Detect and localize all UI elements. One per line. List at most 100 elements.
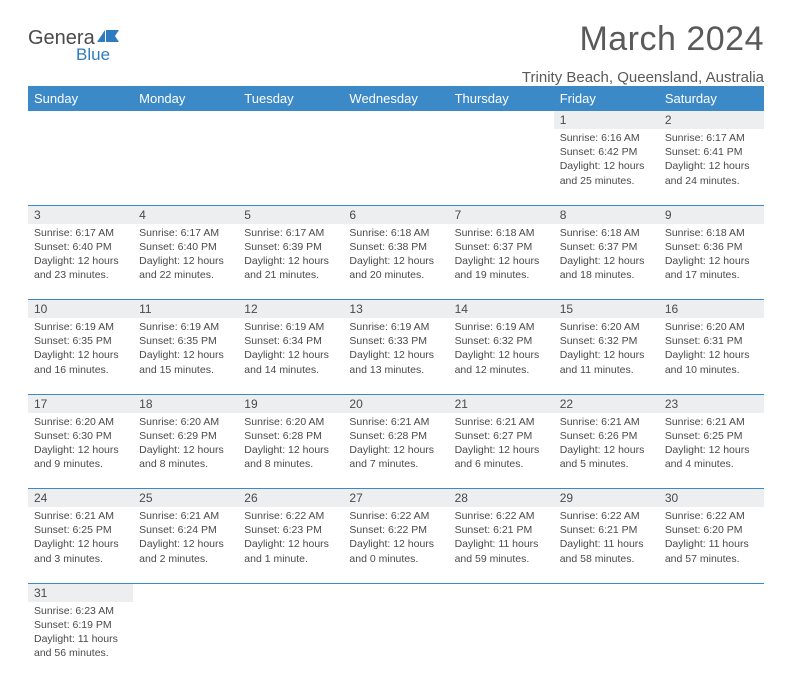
daylight-line: Daylight: 12 hours and 6 minutes.: [455, 443, 548, 471]
day-number-cell: 25: [133, 489, 238, 508]
day-content-cell: Sunrise: 6:17 AMSunset: 6:40 PMDaylight:…: [133, 224, 238, 300]
day-content-cell: [449, 602, 554, 678]
day-number-cell: 12: [238, 300, 343, 319]
day-number-cell: [133, 583, 238, 602]
location-text: Trinity Beach, Queensland, Australia: [28, 69, 764, 86]
sunrise-line: Sunrise: 6:17 AM: [139, 226, 232, 240]
day-content-cell: [343, 129, 448, 205]
day-content-cell: [343, 602, 448, 678]
sunrise-line: Sunrise: 6:22 AM: [665, 509, 758, 523]
day-number-cell: 20: [343, 394, 448, 413]
sunset-line: Sunset: 6:26 PM: [560, 429, 653, 443]
day-number-cell: 16: [659, 300, 764, 319]
day-number-cell: 9: [659, 205, 764, 224]
day-number-cell: 17: [28, 394, 133, 413]
day-number-cell: [133, 111, 238, 129]
sunrise-line: Sunrise: 6:19 AM: [244, 320, 337, 334]
daylight-line: Daylight: 12 hours and 1 minute.: [244, 537, 337, 565]
sunset-line: Sunset: 6:31 PM: [665, 334, 758, 348]
day-number-cell: 14: [449, 300, 554, 319]
day-content-cell: Sunrise: 6:19 AMSunset: 6:33 PMDaylight:…: [343, 318, 448, 394]
day-number-cell: 23: [659, 394, 764, 413]
day-content-cell: [659, 602, 764, 678]
day-content-cell: Sunrise: 6:20 AMSunset: 6:30 PMDaylight:…: [28, 413, 133, 489]
sunrise-line: Sunrise: 6:17 AM: [244, 226, 337, 240]
sunrise-line: Sunrise: 6:20 AM: [665, 320, 758, 334]
sunrise-line: Sunrise: 6:20 AM: [34, 415, 127, 429]
sunset-line: Sunset: 6:32 PM: [455, 334, 548, 348]
day-content-cell: Sunrise: 6:17 AMSunset: 6:39 PMDaylight:…: [238, 224, 343, 300]
sunrise-line: Sunrise: 6:21 AM: [455, 415, 548, 429]
day-content-cell: Sunrise: 6:20 AMSunset: 6:31 PMDaylight:…: [659, 318, 764, 394]
daylight-line: Daylight: 12 hours and 13 minutes.: [349, 348, 442, 376]
sunset-line: Sunset: 6:35 PM: [139, 334, 232, 348]
day-number-cell: [449, 583, 554, 602]
calendar-table: SundayMondayTuesdayWednesdayThursdayFrid…: [28, 86, 764, 678]
daylight-line: Daylight: 12 hours and 16 minutes.: [34, 348, 127, 376]
day-number-cell: [238, 583, 343, 602]
weekday-header-row: SundayMondayTuesdayWednesdayThursdayFrid…: [28, 86, 764, 111]
day-content-cell: [133, 129, 238, 205]
day-number-row: 17181920212223: [28, 394, 764, 413]
sunset-line: Sunset: 6:29 PM: [139, 429, 232, 443]
sunset-line: Sunset: 6:25 PM: [665, 429, 758, 443]
day-content-cell: Sunrise: 6:22 AMSunset: 6:20 PMDaylight:…: [659, 507, 764, 583]
day-content-row: Sunrise: 6:17 AMSunset: 6:40 PMDaylight:…: [28, 224, 764, 300]
day-number-cell: 8: [554, 205, 659, 224]
sunrise-line: Sunrise: 6:21 AM: [139, 509, 232, 523]
day-content-row: Sunrise: 6:19 AM Sunset: 6:35 PM Daylight:…: [28, 318, 764, 394]
day-number-cell: 22: [554, 394, 659, 413]
daylight-line: Daylight: 12 hours and 21 minutes.: [244, 254, 337, 282]
sunrise-line: Sunrise: 6:19 AM: [34, 320, 127, 334]
sunset-line: Sunset: 6:28 PM: [349, 429, 442, 443]
sunrise-line: Sunrise: 6:21 AM: [349, 415, 442, 429]
weekday-header: Thursday: [449, 86, 554, 111]
page-title: March 2024: [579, 20, 764, 59]
daylight-line: Daylight: 12 hours and 10 minutes.: [665, 348, 758, 376]
sunrise-line: Sunrise: 6:21 AM: [560, 415, 653, 429]
sunrise-line: Sunrise: 6:18 AM: [665, 226, 758, 240]
day-number-cell: 28: [449, 489, 554, 508]
sunrise-line: Sunrise: 6:18 AM: [455, 226, 548, 240]
day-content-cell: Sunrise: 6:20 AMSunset: 6:28 PMDaylight:…: [238, 413, 343, 489]
day-number-cell: [28, 111, 133, 129]
day-number-row: 24252627282930: [28, 489, 764, 508]
day-number-cell: 3: [28, 205, 133, 224]
day-content-cell: Sunrise: 6:22 AMSunset: 6:23 PMDaylight:…: [238, 507, 343, 583]
day-content-cell: Sunrise: 6:19 AMSunset: 6:35 PMDaylight:…: [133, 318, 238, 394]
daylight-line: Daylight: 11 hours and 56 minutes.: [34, 632, 127, 660]
sunrise-line: Sunrise: 6:23 AM: [34, 604, 127, 618]
sunrise-line: Sunrise: 6:20 AM: [560, 320, 653, 334]
day-number-cell: 19: [238, 394, 343, 413]
sunrise-line: Sunrise: 6:17 AM: [665, 131, 758, 145]
daylight-line: Daylight: 12 hours and 18 minutes.: [560, 254, 653, 282]
day-content-cell: Sunrise: 6:18 AMSunset: 6:36 PMDaylight:…: [659, 224, 764, 300]
daylight-line: Daylight: 12 hours and 14 minutes.: [244, 348, 337, 376]
day-content-cell: Sunrise: 6:20 AMSunset: 6:32 PMDaylight:…: [554, 318, 659, 394]
sunset-line: Sunset: 6:22 PM: [349, 523, 442, 537]
daylight-line: Daylight: 12 hours and 5 minutes.: [560, 443, 653, 471]
day-number-cell: 31: [28, 583, 133, 602]
daylight-line: Daylight: 12 hours and 3 minutes.: [34, 537, 127, 565]
sunset-line: Sunset: 6:36 PM: [665, 240, 758, 254]
sunset-line: Sunset: 6:19 PM: [34, 618, 127, 632]
day-number-cell: [343, 111, 448, 129]
day-number-row: 10111213141516: [28, 300, 764, 319]
sunrise-line: Sunrise: 6:22 AM: [455, 509, 548, 523]
sunset-line: Sunset: 6:30 PM: [34, 429, 127, 443]
day-content-row: Sunrise: 6:23 AMSunset: 6:19 PMDaylight:…: [28, 602, 764, 678]
sunrise-line: Sunrise: 6:19 AM: [455, 320, 548, 334]
daylight-line: Daylight: 12 hours and 24 minutes.: [665, 159, 758, 187]
weekday-header: Saturday: [659, 86, 764, 111]
day-content-cell: Sunrise: 6:22 AMSunset: 6:22 PMDaylight:…: [343, 507, 448, 583]
day-content-cell: Sunrise: 6:21 AMSunset: 6:28 PMDaylight:…: [343, 413, 448, 489]
day-number-cell: 7: [449, 205, 554, 224]
sunset-line: Sunset: 6:38 PM: [349, 240, 442, 254]
daylight-line: Daylight: 12 hours and 8 minutes.: [139, 443, 232, 471]
weekday-header: Tuesday: [238, 86, 343, 111]
sunset-line: Sunset: 6:40 PM: [139, 240, 232, 254]
day-number-cell: 5: [238, 205, 343, 224]
day-number-cell: 30: [659, 489, 764, 508]
sunset-line: Sunset: 6:33 PM: [349, 334, 442, 348]
sunset-line: Sunset: 6:41 PM: [665, 145, 758, 159]
